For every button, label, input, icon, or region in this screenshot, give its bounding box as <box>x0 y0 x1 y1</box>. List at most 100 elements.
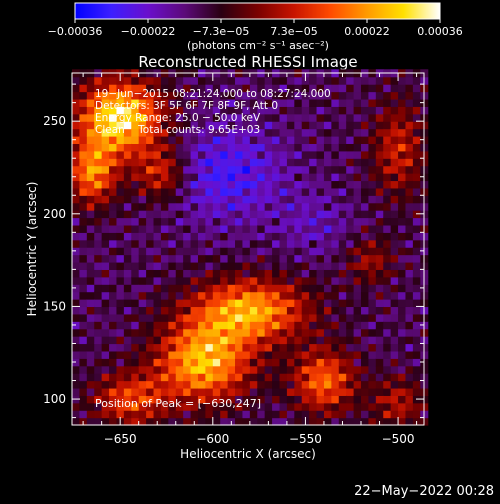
heatmap-cell <box>398 261 407 270</box>
heatmap-cell <box>101 291 110 300</box>
heatmap-cell <box>146 417 155 426</box>
heatmap-cell <box>338 165 347 174</box>
heatmap-cell <box>316 254 325 263</box>
heatmap-cell <box>368 387 377 396</box>
heatmap-cell <box>86 150 95 159</box>
heatmap-cell <box>272 321 281 330</box>
heatmap-cell <box>301 217 310 226</box>
heatmap-cell <box>205 135 214 144</box>
heatmap-cell <box>109 217 118 226</box>
heatmap-cell <box>405 343 414 352</box>
heatmap-cell <box>138 313 147 322</box>
heatmap-cell <box>323 402 332 411</box>
heatmap-cell <box>72 336 81 345</box>
heatmap-cell <box>168 306 177 315</box>
heatmap-cell <box>72 291 81 300</box>
heatmap-cell <box>368 91 377 100</box>
heatmap-cell <box>212 261 221 270</box>
heatmap-cell <box>331 261 340 270</box>
heatmap-cell <box>72 121 81 130</box>
heatmap-cell <box>309 395 318 404</box>
heatmap-cell <box>338 224 347 233</box>
heatmap-cell <box>131 98 140 107</box>
heatmap-cell <box>94 328 103 337</box>
heatmap-cell <box>197 284 206 293</box>
heatmap-cell <box>353 98 362 107</box>
heatmap-cell <box>412 239 421 248</box>
heatmap-cell <box>72 247 81 256</box>
heatmap-cell <box>383 135 392 144</box>
heatmap-cell <box>116 158 125 167</box>
heatmap-cell <box>301 195 310 204</box>
heatmap-cell <box>72 98 81 107</box>
heatmap-cell <box>175 150 184 159</box>
heatmap-cell <box>123 336 132 345</box>
heatmap-cell <box>412 217 421 226</box>
heatmap-cell <box>383 143 392 152</box>
heatmap-cell <box>249 195 258 204</box>
x-tick-label: −500 <box>382 432 415 446</box>
heatmap-cell <box>131 336 140 345</box>
heatmap-cell <box>190 195 199 204</box>
heatmap-cell <box>301 202 310 211</box>
heatmap-cell <box>346 202 355 211</box>
heatmap-cell <box>183 410 192 419</box>
heatmap-cell <box>257 128 266 137</box>
heatmap-cell <box>94 76 103 85</box>
heatmap-cell <box>138 91 147 100</box>
heatmap-cell <box>131 284 140 293</box>
heatmap-cell <box>368 336 377 345</box>
heatmap-cell <box>212 113 221 122</box>
heatmap-cell <box>242 232 251 241</box>
heatmap-cell <box>301 239 310 248</box>
heatmap-cell <box>361 217 370 226</box>
heatmap-cell <box>227 291 236 300</box>
heatmap-cell <box>390 395 399 404</box>
heatmap-cell <box>338 299 347 308</box>
heatmap-cell <box>72 84 81 93</box>
heatmap-cell <box>390 380 399 389</box>
heatmap-cell <box>398 417 407 426</box>
heatmap-cell <box>257 91 266 100</box>
heatmap-cell <box>153 291 162 300</box>
heatmap-cell <box>72 313 81 322</box>
heatmap-cell <box>123 299 132 308</box>
heatmap-cell <box>175 143 184 152</box>
heatmap-cell <box>183 195 192 204</box>
heatmap-cell <box>235 180 244 189</box>
heatmap-cell <box>94 98 103 107</box>
heatmap-cell <box>153 269 162 278</box>
heatmap-cell <box>286 336 295 345</box>
heatmap-cell <box>398 202 407 211</box>
heatmap-cell <box>257 291 266 300</box>
heatmap-cell <box>264 158 273 167</box>
heatmap-cell <box>368 261 377 270</box>
heatmap-cell <box>109 239 118 248</box>
heatmap-cell <box>205 350 214 359</box>
heatmap-cell <box>72 254 81 263</box>
heatmap-cell <box>338 313 347 322</box>
heatmap-cell <box>116 91 125 100</box>
heatmap-cell <box>390 417 399 426</box>
heatmap-cell <box>405 224 414 233</box>
heatmap-cell <box>323 224 332 233</box>
heatmap-cell <box>138 165 147 174</box>
heatmap-cell <box>301 343 310 352</box>
heatmap-cell <box>338 143 347 152</box>
heatmap-cell <box>190 395 199 404</box>
heatmap-cell <box>109 343 118 352</box>
heatmap-cell <box>116 336 125 345</box>
heatmap-cell <box>190 321 199 330</box>
heatmap-cell <box>368 143 377 152</box>
heatmap-cell <box>146 306 155 315</box>
heatmap-cell <box>183 113 192 122</box>
heatmap-cell <box>346 306 355 315</box>
heatmap-cell <box>183 150 192 159</box>
heatmap-cell <box>86 121 95 130</box>
heatmap-cell <box>390 254 399 263</box>
heatmap-cell <box>331 343 340 352</box>
heatmap-cell <box>131 306 140 315</box>
heatmap-cell <box>123 113 132 122</box>
heatmap-cell <box>412 158 421 167</box>
heatmap-cell <box>123 417 132 426</box>
